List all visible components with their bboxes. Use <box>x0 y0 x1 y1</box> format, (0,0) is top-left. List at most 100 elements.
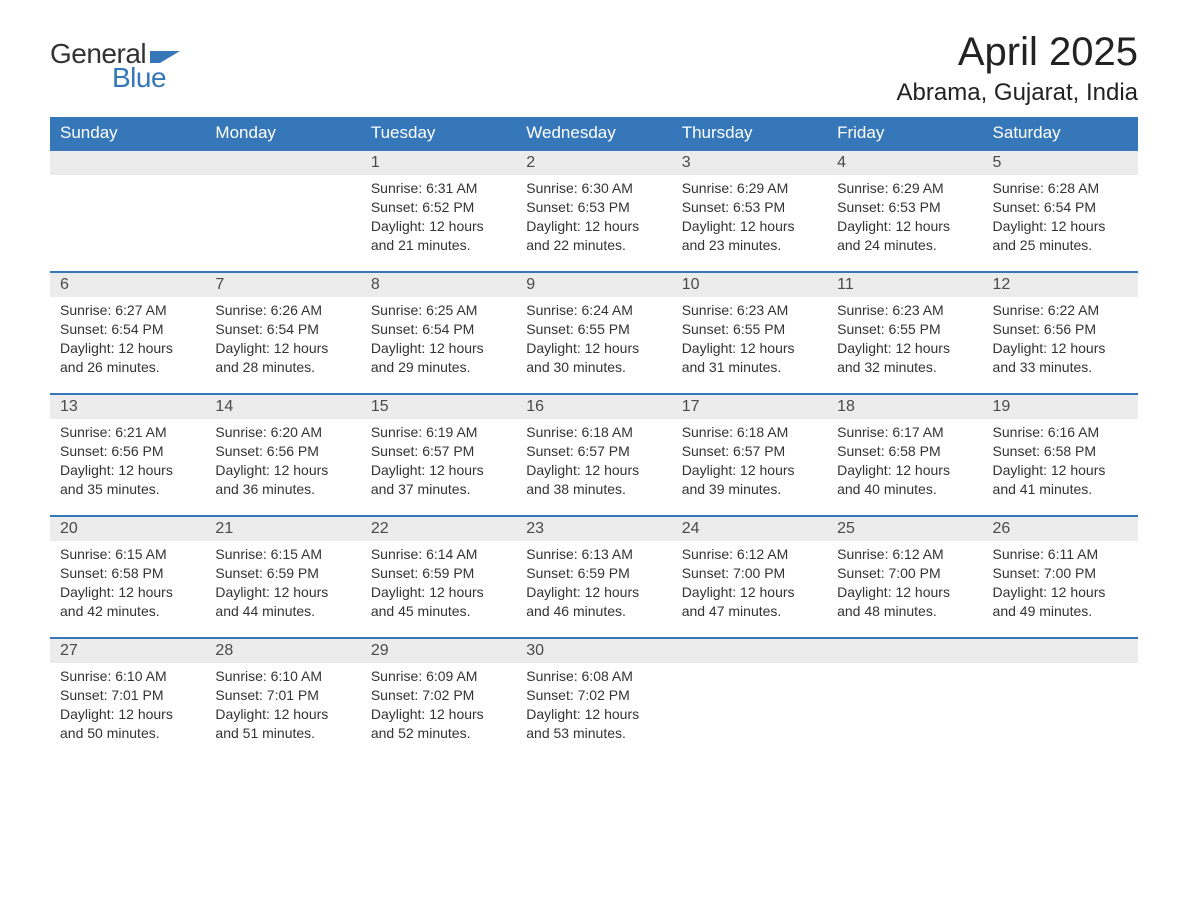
sunrise-line: Sunrise: 6:15 AM <box>60 545 195 564</box>
weekday-header: Sunday <box>50 117 205 149</box>
sunrise-line: Sunrise: 6:18 AM <box>526 423 661 442</box>
day-content: Sunrise: 6:28 AMSunset: 6:54 PMDaylight:… <box>983 175 1138 263</box>
sunrise-line: Sunrise: 6:10 AM <box>215 667 350 686</box>
calendar-week: 13Sunrise: 6:21 AMSunset: 6:56 PMDayligh… <box>50 393 1138 515</box>
day-content: Sunrise: 6:09 AMSunset: 7:02 PMDaylight:… <box>361 663 516 751</box>
calendar-cell: 24Sunrise: 6:12 AMSunset: 7:00 PMDayligh… <box>672 515 827 637</box>
sunset-line: Sunset: 7:02 PM <box>371 686 506 705</box>
calendar-cell: 10Sunrise: 6:23 AMSunset: 6:55 PMDayligh… <box>672 271 827 393</box>
day-number-row: 24 <box>672 515 827 541</box>
calendar-cell: 15Sunrise: 6:19 AMSunset: 6:57 PMDayligh… <box>361 393 516 515</box>
calendar-cell: 6Sunrise: 6:27 AMSunset: 6:54 PMDaylight… <box>50 271 205 393</box>
day-number: 7 <box>205 273 360 297</box>
day-number: 27 <box>50 639 205 663</box>
day-number <box>983 639 1138 663</box>
day-number: 18 <box>827 395 982 419</box>
day-content: Sunrise: 6:18 AMSunset: 6:57 PMDaylight:… <box>516 419 671 507</box>
logo-flag-icon <box>150 41 180 63</box>
sunrise-line: Sunrise: 6:11 AM <box>993 545 1128 564</box>
day-number: 2 <box>516 151 671 175</box>
weekday-header: Wednesday <box>516 117 671 149</box>
day-number: 29 <box>361 639 516 663</box>
day-content: Sunrise: 6:10 AMSunset: 7:01 PMDaylight:… <box>50 663 205 751</box>
sunset-line: Sunset: 6:56 PM <box>215 442 350 461</box>
sunrise-line: Sunrise: 6:27 AM <box>60 301 195 320</box>
day-number-row: 30 <box>516 637 671 663</box>
daylight-line: Daylight: 12 hours and 36 minutes. <box>215 461 350 499</box>
calendar-cell: 13Sunrise: 6:21 AMSunset: 6:56 PMDayligh… <box>50 393 205 515</box>
day-number: 22 <box>361 517 516 541</box>
calendar-cell: 21Sunrise: 6:15 AMSunset: 6:59 PMDayligh… <box>205 515 360 637</box>
day-number: 8 <box>361 273 516 297</box>
calendar-body: 1Sunrise: 6:31 AMSunset: 6:52 PMDaylight… <box>50 149 1138 759</box>
calendar-cell: 7Sunrise: 6:26 AMSunset: 6:54 PMDaylight… <box>205 271 360 393</box>
calendar-cell-empty <box>827 637 982 759</box>
calendar-cell: 14Sunrise: 6:20 AMSunset: 6:56 PMDayligh… <box>205 393 360 515</box>
day-content: Sunrise: 6:11 AMSunset: 7:00 PMDaylight:… <box>983 541 1138 629</box>
daylight-line: Daylight: 12 hours and 39 minutes. <box>682 461 817 499</box>
sunrise-line: Sunrise: 6:10 AM <box>60 667 195 686</box>
calendar-cell: 23Sunrise: 6:13 AMSunset: 6:59 PMDayligh… <box>516 515 671 637</box>
calendar-week: 20Sunrise: 6:15 AMSunset: 6:58 PMDayligh… <box>50 515 1138 637</box>
sunrise-line: Sunrise: 6:22 AM <box>993 301 1128 320</box>
calendar-cell: 8Sunrise: 6:25 AMSunset: 6:54 PMDaylight… <box>361 271 516 393</box>
sunset-line: Sunset: 6:57 PM <box>526 442 661 461</box>
logo-word-2: Blue <box>112 62 166 94</box>
day-content <box>50 175 205 187</box>
daylight-line: Daylight: 12 hours and 23 minutes. <box>682 217 817 255</box>
title-block: April 2025 Abrama, Gujarat, India <box>897 30 1138 107</box>
daylight-line: Daylight: 12 hours and 30 minutes. <box>526 339 661 377</box>
daylight-line: Daylight: 12 hours and 40 minutes. <box>837 461 972 499</box>
calendar-cell: 27Sunrise: 6:10 AMSunset: 7:01 PMDayligh… <box>50 637 205 759</box>
daylight-line: Daylight: 12 hours and 44 minutes. <box>215 583 350 621</box>
daylight-line: Daylight: 12 hours and 33 minutes. <box>993 339 1128 377</box>
daylight-line: Daylight: 12 hours and 31 minutes. <box>682 339 817 377</box>
daylight-line: Daylight: 12 hours and 35 minutes. <box>60 461 195 499</box>
sunrise-line: Sunrise: 6:29 AM <box>837 179 972 198</box>
day-content: Sunrise: 6:31 AMSunset: 6:52 PMDaylight:… <box>361 175 516 263</box>
sunrise-line: Sunrise: 6:17 AM <box>837 423 972 442</box>
day-number-row: 13 <box>50 393 205 419</box>
weekday-header: Thursday <box>672 117 827 149</box>
sunset-line: Sunset: 7:01 PM <box>60 686 195 705</box>
day-number-row <box>827 637 982 663</box>
day-number-row: 26 <box>983 515 1138 541</box>
sunrise-line: Sunrise: 6:31 AM <box>371 179 506 198</box>
daylight-line: Daylight: 12 hours and 41 minutes. <box>993 461 1128 499</box>
calendar-cell: 25Sunrise: 6:12 AMSunset: 7:00 PMDayligh… <box>827 515 982 637</box>
day-number: 1 <box>361 151 516 175</box>
day-content: Sunrise: 6:27 AMSunset: 6:54 PMDaylight:… <box>50 297 205 385</box>
sunrise-line: Sunrise: 6:18 AM <box>682 423 817 442</box>
sunrise-line: Sunrise: 6:12 AM <box>837 545 972 564</box>
day-number-row: 1 <box>361 149 516 175</box>
calendar-cell: 20Sunrise: 6:15 AMSunset: 6:58 PMDayligh… <box>50 515 205 637</box>
day-number-row: 2 <box>516 149 671 175</box>
weekday-row: SundayMondayTuesdayWednesdayThursdayFrid… <box>50 117 1138 149</box>
day-number: 24 <box>672 517 827 541</box>
sunset-line: Sunset: 6:58 PM <box>837 442 972 461</box>
daylight-line: Daylight: 12 hours and 53 minutes. <box>526 705 661 743</box>
day-content: Sunrise: 6:08 AMSunset: 7:02 PMDaylight:… <box>516 663 671 751</box>
daylight-line: Daylight: 12 hours and 38 minutes. <box>526 461 661 499</box>
header: General Blue April 2025 Abrama, Gujarat,… <box>50 30 1138 107</box>
calendar-cell: 3Sunrise: 6:29 AMSunset: 6:53 PMDaylight… <box>672 149 827 271</box>
daylight-line: Daylight: 12 hours and 48 minutes. <box>837 583 972 621</box>
day-content: Sunrise: 6:16 AMSunset: 6:58 PMDaylight:… <box>983 419 1138 507</box>
sunset-line: Sunset: 7:01 PM <box>215 686 350 705</box>
day-number-row: 16 <box>516 393 671 419</box>
day-content: Sunrise: 6:22 AMSunset: 6:56 PMDaylight:… <box>983 297 1138 385</box>
day-number-row: 20 <box>50 515 205 541</box>
sunset-line: Sunset: 6:55 PM <box>682 320 817 339</box>
sunrise-line: Sunrise: 6:28 AM <box>993 179 1128 198</box>
calendar-cell: 2Sunrise: 6:30 AMSunset: 6:53 PMDaylight… <box>516 149 671 271</box>
sunset-line: Sunset: 6:54 PM <box>371 320 506 339</box>
daylight-line: Daylight: 12 hours and 29 minutes. <box>371 339 506 377</box>
day-content: Sunrise: 6:14 AMSunset: 6:59 PMDaylight:… <box>361 541 516 629</box>
day-number: 13 <box>50 395 205 419</box>
day-number: 17 <box>672 395 827 419</box>
day-number <box>672 639 827 663</box>
calendar-cell: 18 Sunrise: 6:17 AMSunset: 6:58 PMDayligh… <box>827 393 982 515</box>
calendar-cell: 12Sunrise: 6:22 AMSunset: 6:56 PMDayligh… <box>983 271 1138 393</box>
day-number: 3 <box>672 151 827 175</box>
day-content: Sunrise: 6:21 AMSunset: 6:56 PMDaylight:… <box>50 419 205 507</box>
